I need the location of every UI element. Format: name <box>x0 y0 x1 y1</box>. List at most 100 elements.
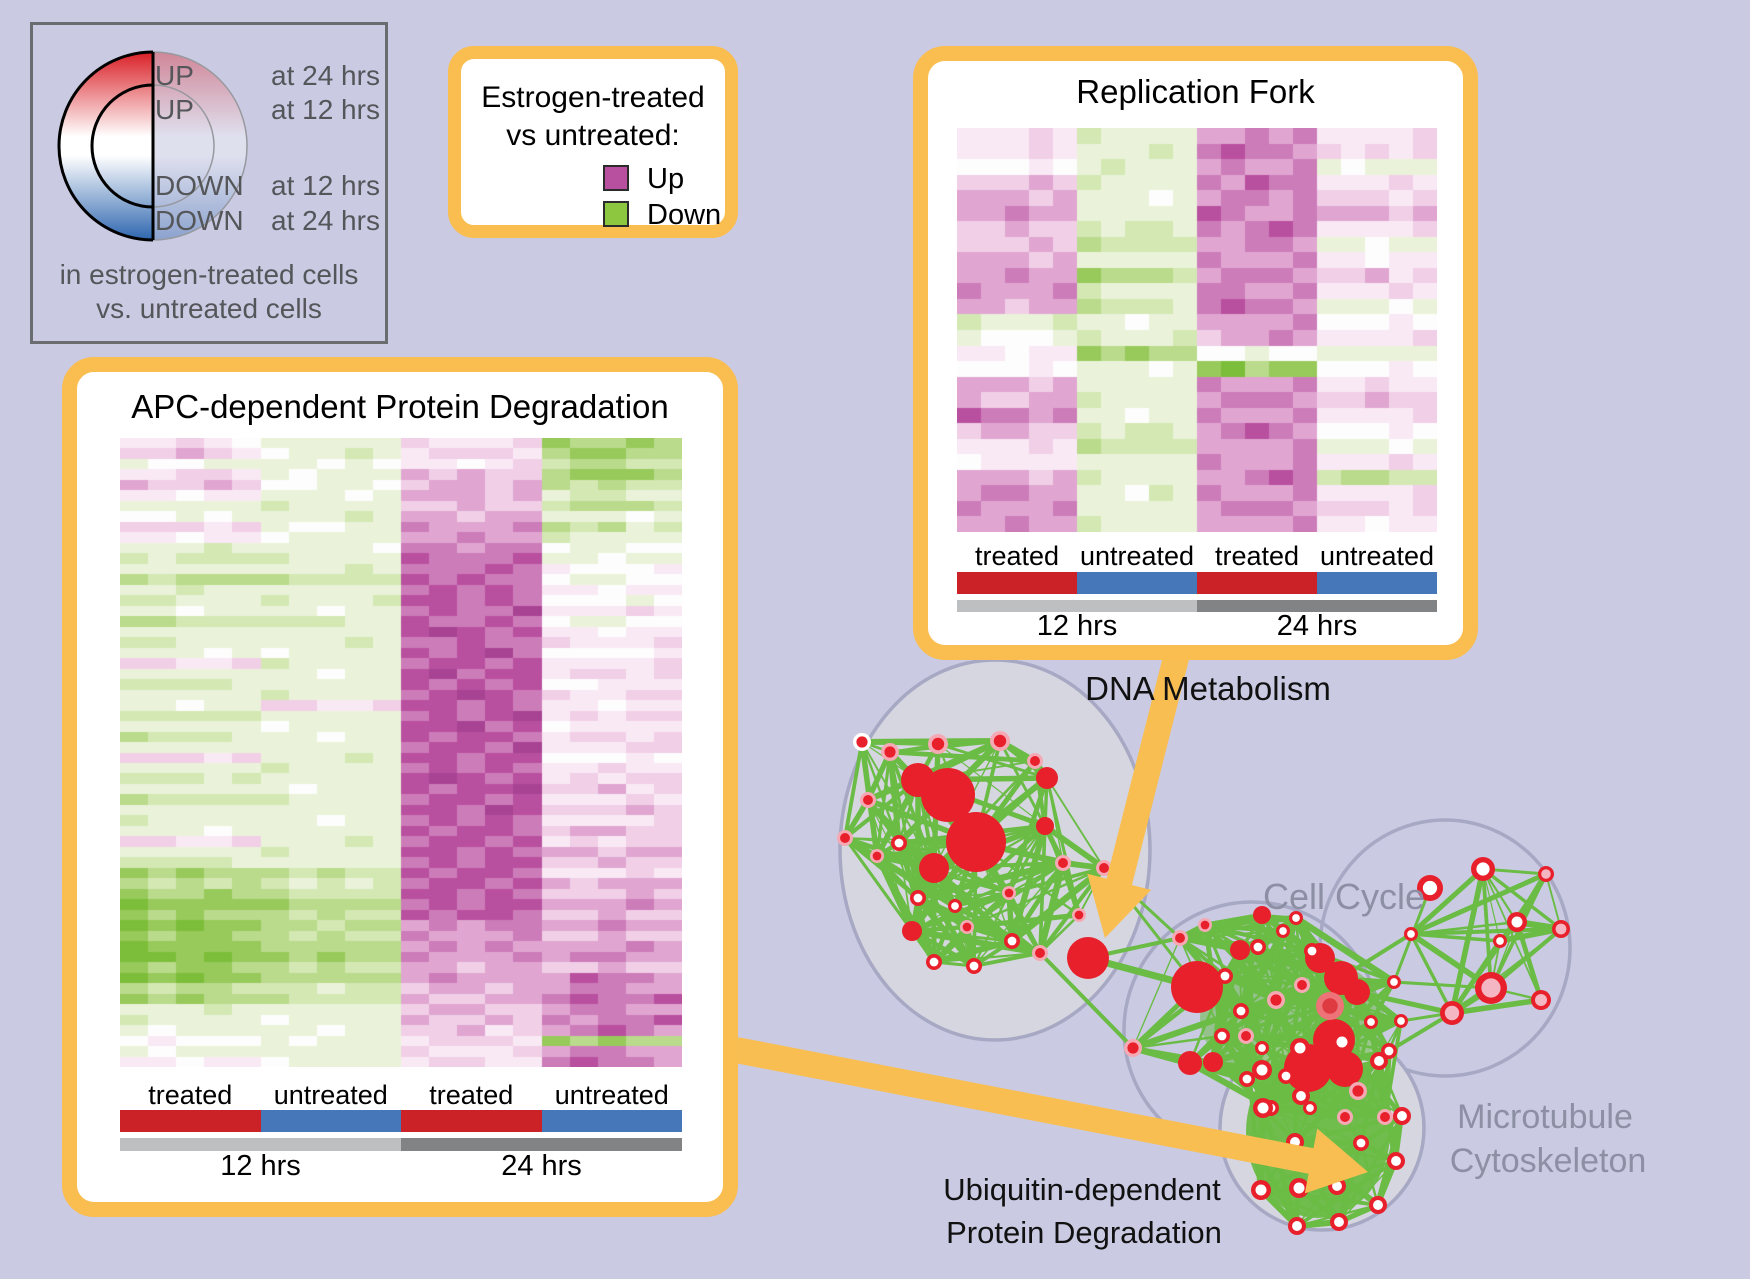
network-edge <box>1060 862 1082 916</box>
network-node <box>891 835 907 851</box>
network-edge <box>916 895 1014 944</box>
network-edge <box>1449 939 1503 1015</box>
repfork-time-bar-0 <box>957 600 1197 612</box>
legend-swatch-up <box>603 165 629 191</box>
network-node <box>1253 906 1271 924</box>
repfork-condition-bar-treated <box>957 572 1077 594</box>
network-node <box>926 954 942 970</box>
network-node <box>1394 1014 1408 1028</box>
apc-time-label-1: 24 hrs <box>501 1150 582 1182</box>
legend-time-down-24: at 24 hrs <box>271 205 380 236</box>
network-edge <box>933 938 1013 965</box>
legend-time-12: at 12 hrs <box>271 94 380 125</box>
network-node <box>1337 1109 1353 1125</box>
network-edge <box>953 824 1047 908</box>
network-link-edge <box>1393 980 1492 990</box>
network-node <box>1387 975 1401 989</box>
network-edge <box>1369 980 1396 1024</box>
network-edge <box>1245 1035 1296 1143</box>
network-edge <box>897 841 1014 943</box>
network-node <box>1230 940 1250 960</box>
apc-group-label-2: treated <box>429 1080 514 1110</box>
network-edge <box>1337 1115 1404 1223</box>
network-node <box>1404 927 1418 941</box>
network-node <box>1531 990 1551 1010</box>
legend-word-down-24: DOWN <box>155 205 244 236</box>
repfork-group-label-2: treated <box>1214 541 1300 571</box>
apc-panel-title: APC-dependent Protein Degradation <box>131 388 669 425</box>
network-node <box>1377 1109 1393 1125</box>
network-node <box>1289 911 1303 925</box>
network-node <box>1538 866 1554 882</box>
network-node <box>1251 1180 1271 1200</box>
network-node <box>1475 972 1507 1004</box>
apc-time-bar-0 <box>120 1138 401 1151</box>
network-edge <box>1219 975 1228 1037</box>
network-node <box>1294 977 1310 993</box>
microtubule-label-line1: Microtubule <box>1457 1098 1633 1136</box>
network-node <box>1027 753 1043 769</box>
network-edge <box>1039 914 1080 954</box>
network-node <box>1344 979 1370 1005</box>
network-node <box>1072 908 1086 922</box>
network-node <box>990 731 1010 751</box>
apc-condition-bar-untreated <box>541 1110 682 1132</box>
network-edge <box>1336 1142 1364 1223</box>
network-link-edge <box>1356 989 1453 1016</box>
network-edge <box>911 928 1041 956</box>
network-edge <box>888 751 936 869</box>
legend-time-down-12: at 12 hrs <box>271 170 380 201</box>
network-node <box>860 792 876 808</box>
replication-fork-title: Replication Fork <box>1076 73 1315 110</box>
apc-condition-bar-treated <box>401 1110 542 1132</box>
repfork-time-label-0: 12 hrs <box>1036 610 1118 642</box>
network-node <box>837 830 853 846</box>
dna-metabolism-label: DNA Metabolism <box>1085 670 1331 707</box>
network-edge <box>1032 760 1048 827</box>
network-edge <box>896 842 921 899</box>
network-node <box>1239 1071 1255 1087</box>
network-edge <box>888 751 920 899</box>
network-node <box>1507 912 1527 932</box>
network-node <box>1471 857 1495 881</box>
network-edge <box>1409 871 1548 937</box>
network-node <box>966 958 982 974</box>
network-node <box>1332 1032 1352 1052</box>
network-node <box>1353 1135 1369 1151</box>
network-edge <box>1256 944 1304 988</box>
network-node <box>946 812 1006 872</box>
network-edge <box>1377 1060 1404 1117</box>
network-node <box>1002 886 1016 900</box>
network-edge <box>915 896 977 968</box>
legend-caption-line2: vs. untreated cells <box>96 293 322 324</box>
network-node <box>881 743 899 761</box>
network-edge <box>898 841 1010 895</box>
pointer-arrow <box>733 1037 1368 1194</box>
network-node <box>1255 1041 1269 1055</box>
legend-label-up: Up <box>647 163 685 195</box>
network-edge <box>1220 1034 1288 1078</box>
network-edge <box>1260 1188 1340 1224</box>
network-node <box>1238 1028 1254 1044</box>
replication-fork-heatmap <box>957 128 1437 532</box>
network-edge <box>1204 922 1313 954</box>
network-node <box>1267 991 1285 1009</box>
network-edge <box>866 738 1002 803</box>
apc-group-label-0: treated <box>148 1080 233 1110</box>
network-link-edge <box>1038 951 1135 1050</box>
network-node <box>1036 767 1058 789</box>
repfork-condition-bar-treated <box>1197 572 1317 594</box>
apc-time-label-0: 12 hrs <box>220 1150 301 1182</box>
legend-word-up-24: UP <box>155 60 194 91</box>
network-node <box>1276 924 1290 938</box>
network-node <box>1304 943 1320 959</box>
network-edge <box>1223 975 1249 1080</box>
network-node <box>853 733 871 751</box>
repfork-time-label-1: 24 hrs <box>1276 610 1358 642</box>
network-node <box>901 763 935 797</box>
network-node <box>1198 918 1212 932</box>
network-edge <box>1451 928 1562 1014</box>
network-edge <box>937 742 1048 780</box>
network-edge <box>1410 926 1562 937</box>
